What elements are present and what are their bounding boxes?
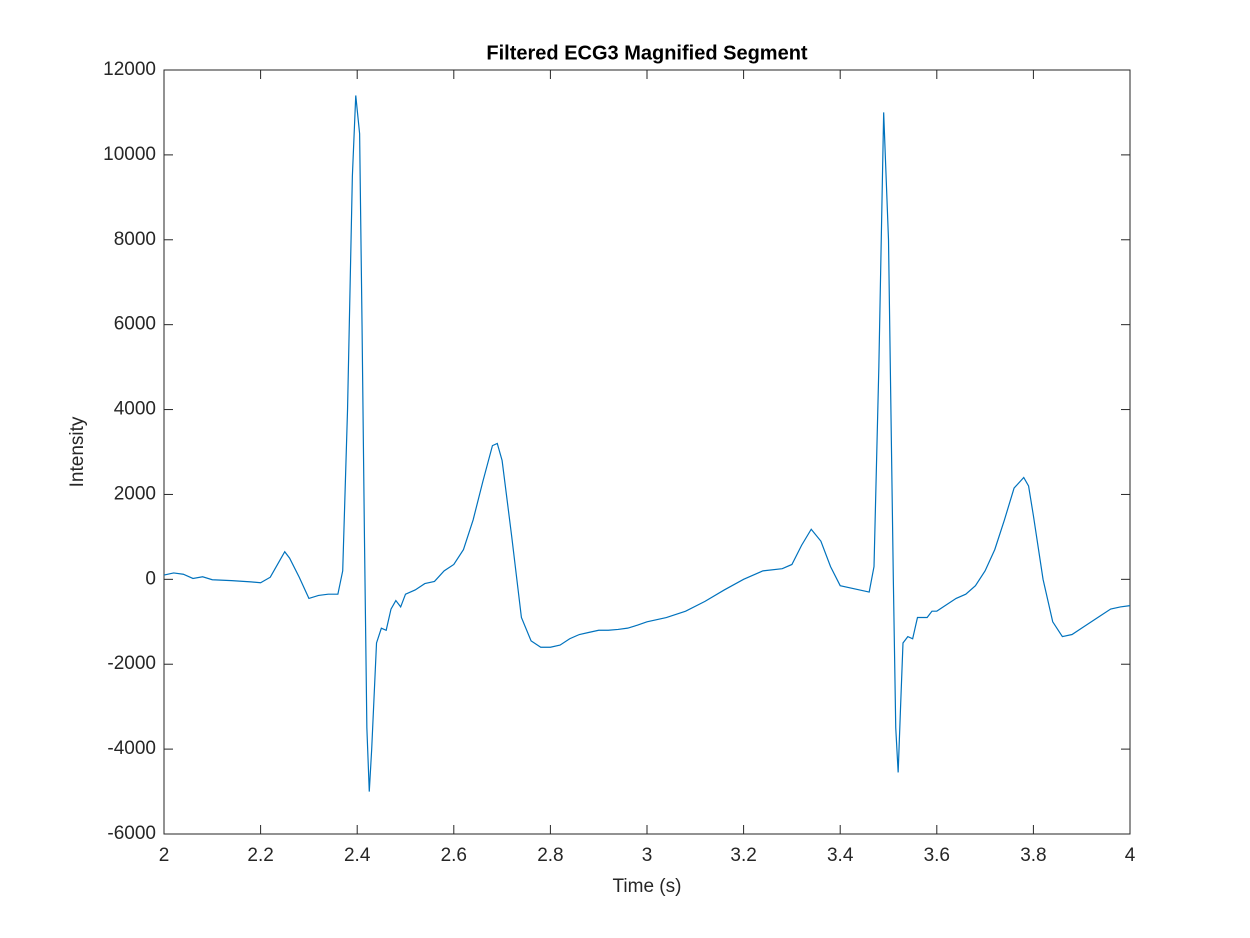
- y-tick-label: 0: [145, 568, 156, 589]
- x-tick-label: 3.4: [827, 845, 854, 866]
- y-tick-label: 8000: [114, 229, 156, 250]
- data-line: [163, 95, 1131, 792]
- x-tick-label: 2.4: [344, 845, 371, 866]
- y-tick-label: 10000: [103, 144, 156, 165]
- x-tick-label: 3: [642, 845, 653, 866]
- x-tick-label: 2.2: [247, 845, 273, 866]
- y-tick-label: -6000: [107, 823, 156, 844]
- chart-title: Filtered ECG3 Magnified Segment: [486, 42, 808, 64]
- y-tick-label: -4000: [107, 738, 156, 759]
- x-tick-label: 3.6: [924, 845, 950, 866]
- x-tick-label: 3.8: [1020, 845, 1046, 866]
- x-tick-label: 2.8: [537, 845, 563, 866]
- x-tick-label: 2.6: [441, 845, 467, 866]
- x-tick-label: 2: [159, 845, 170, 866]
- x-tick-label: 3.2: [730, 845, 756, 866]
- x-axis-label: Time (s): [613, 876, 682, 897]
- y-tick-label: 2000: [114, 483, 156, 504]
- y-tick-label: -2000: [107, 653, 156, 674]
- y-axis-label: Intensity: [67, 416, 88, 487]
- y-tick-label: 6000: [114, 314, 156, 335]
- x-tick-label: 4: [1125, 845, 1136, 866]
- y-tick-label: 12000: [103, 59, 156, 80]
- y-tick-label: 4000: [114, 399, 156, 420]
